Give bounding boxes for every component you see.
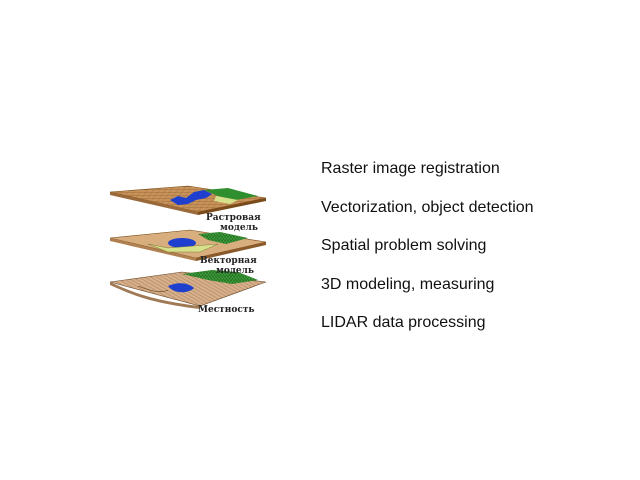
feature-lidar-processing: LIDAR data processing (321, 314, 486, 331)
terrain-contour (137, 285, 169, 292)
feature-raster-registration: Raster image registration (321, 160, 500, 177)
vector-layer (109, 229, 267, 261)
terrain-layer-label: Местность (198, 305, 255, 315)
gis-layers-illustration: Растровая модель Векторная модель Местно… (108, 178, 268, 323)
raster-layer (109, 185, 267, 215)
raster-water-shape (170, 190, 212, 205)
vector-meadow-shape (147, 243, 219, 253)
feature-vectorization: Vectorization, object detection (321, 198, 534, 216)
feature-spatial-problem-solving: Spatial problem solving (321, 237, 487, 254)
raster-meadow-shape (214, 196, 238, 204)
raster-layer-edge-left (110, 192, 198, 215)
feature-list: Raster image registration Vectorization,… (321, 158, 534, 351)
vector-layer-label-line2: модель (216, 266, 254, 276)
raster-layer-label-line2: модель (220, 223, 258, 233)
vector-layer-label-line1: Векторная (200, 256, 257, 266)
feature-3d-modeling: 3D modeling, measuring (321, 275, 495, 293)
terrain-layer (109, 270, 267, 309)
raster-layer-label-line1: Растровая (206, 213, 261, 223)
raster-vegetation-shape (204, 188, 258, 200)
terrain-vegetation-shape (182, 270, 258, 284)
terrain-water-shape (168, 283, 194, 293)
vector-water-shape (168, 238, 196, 248)
vector-layer-edge-left (110, 238, 196, 261)
terrain-layer-edge (110, 282, 200, 309)
vector-vegetation-shape (198, 232, 248, 244)
raster-layer-edge-right (198, 198, 266, 215)
gis-layers-svg: Растровая модель Векторная модель Местно… (109, 185, 267, 315)
vector-layer-edge-right (196, 242, 266, 261)
